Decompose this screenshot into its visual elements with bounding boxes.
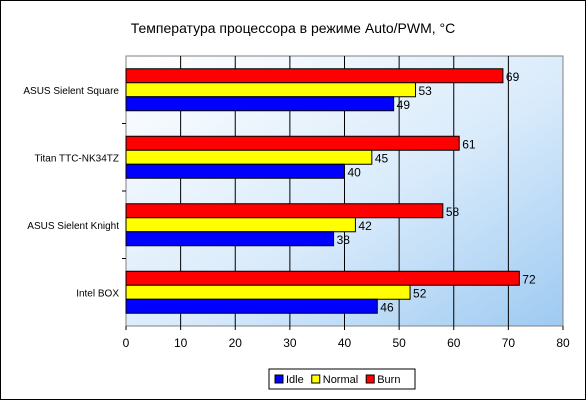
category-label: ASUS Sielent Knight [27, 221, 119, 232]
category-label: ASUS Sielent Square [23, 86, 119, 97]
legend-swatch [311, 374, 321, 384]
bar [125, 231, 335, 247]
category-label: Titan TTC-NK34TZ [35, 153, 119, 164]
data-label: 40 [348, 165, 362, 179]
bar [125, 284, 411, 300]
bar [125, 135, 460, 151]
data-label: 42 [358, 219, 372, 233]
bar [125, 163, 345, 179]
x-tick-label: 50 [392, 336, 406, 350]
data-label: 45 [375, 151, 389, 165]
legend-label: Burn [377, 374, 400, 386]
x-tick-label: 70 [502, 336, 516, 350]
legend-label: Idle [286, 374, 304, 386]
bars [125, 68, 520, 314]
bar [125, 270, 520, 286]
data-label: 49 [397, 98, 411, 112]
chart-title: Температура процессора в режиме Auto/PWM… [131, 20, 456, 36]
legend-box [268, 368, 416, 390]
bar [125, 82, 417, 98]
data-label: 72 [522, 272, 536, 286]
bar [125, 96, 395, 112]
x-tick-label: 10 [174, 336, 188, 350]
bar [125, 68, 504, 84]
x-tick-label: 20 [229, 336, 243, 350]
x-tick-label: 80 [556, 336, 570, 350]
data-labels: 69 53 49 61 45 40 58 42 38 72 52 46 [337, 70, 536, 315]
bar [125, 149, 373, 165]
category-labels: ASUS Sielent Square Titan TTC-NK34TZ ASUS … [23, 86, 126, 299]
bar [125, 217, 356, 233]
data-label: 61 [462, 137, 476, 151]
x-tick-label: 60 [447, 336, 461, 350]
legend: Idle Normal Burn [268, 368, 416, 390]
data-label: 53 [419, 84, 433, 98]
data-label: 46 [380, 300, 394, 314]
x-axis-ticks: 0 10 20 30 40 50 60 70 80 [123, 326, 570, 350]
data-label: 38 [337, 233, 351, 247]
x-tick-label: 40 [338, 336, 352, 350]
data-label: 69 [506, 70, 520, 84]
x-tick-label: 30 [283, 336, 297, 350]
x-tick-label: 0 [123, 336, 130, 350]
data-label: 58 [446, 205, 460, 219]
legend-swatch [274, 374, 284, 384]
legend-label: Normal [323, 374, 358, 386]
legend-swatch [365, 374, 375, 384]
category-label: Intel BOX [76, 288, 119, 299]
bar [125, 298, 378, 314]
data-label: 52 [413, 286, 427, 300]
bar [125, 203, 444, 219]
